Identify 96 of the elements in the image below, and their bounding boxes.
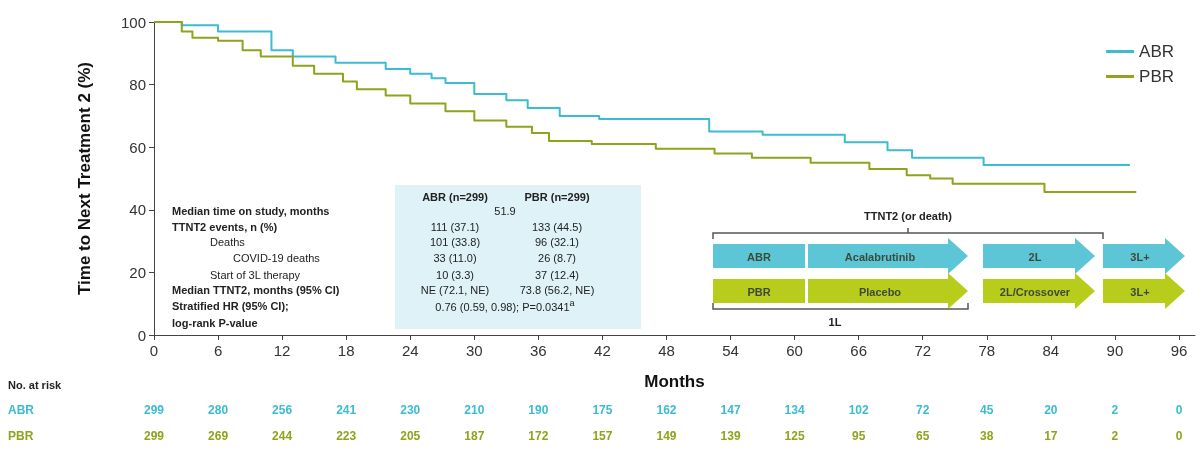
annotation: 96 (32.1) (534, 235, 580, 248)
text: 241 (336, 403, 357, 417)
x-tick-label: 0 (149, 342, 159, 359)
x-tick-label: 90 (1106, 342, 1124, 359)
text: 299 (143, 403, 165, 417)
text: 45 (980, 403, 994, 417)
text: PBR (8, 429, 34, 443)
annotation: 26 (8.7) (538, 251, 576, 264)
annotation: 2L (1028, 250, 1042, 263)
annotation: 33 (11.0) (433, 251, 477, 264)
text: 187 (464, 429, 485, 443)
x-tick-label: 96 (1170, 342, 1188, 359)
text: 0 (1175, 403, 1183, 417)
y-tick-label: 100 (120, 13, 146, 31)
x-tick-label: 48 (658, 342, 675, 359)
y-tick-label: 20 (129, 263, 146, 281)
y-tick-label: 80 (129, 76, 146, 94)
text: 299 (143, 429, 165, 443)
text: 223 (336, 429, 357, 443)
x-tick-label: 60 (786, 342, 803, 359)
x-tick-label: 66 (850, 342, 868, 359)
text: No. at risk (8, 378, 62, 391)
x-tick-label: 12 (273, 342, 291, 359)
annotation: 10 (3.3) (436, 268, 474, 281)
annotation: 133 (44.5) (531, 220, 583, 233)
text: 205 (400, 429, 421, 443)
text: 72 (916, 403, 930, 417)
text: 230 (400, 403, 421, 417)
annotation: 3L+ (1130, 285, 1150, 298)
annotation: 2L/Crossover (999, 285, 1071, 298)
text: 65 (916, 429, 930, 443)
text: 139 (720, 429, 741, 443)
text: 95 (851, 429, 866, 443)
legend-label: PBR (1139, 67, 1175, 86)
x-tick-label: 54 (722, 342, 739, 359)
text: 175 (592, 403, 613, 417)
text: 162 (656, 403, 677, 417)
text: 2 (1111, 403, 1119, 417)
text: 0 (1175, 429, 1183, 443)
text: 157 (592, 429, 613, 443)
x-tick-label: 30 (465, 342, 483, 359)
annotation: 0.76 (0.59, 0.98); P=0.0341$^{a}$ (435, 298, 575, 313)
x-tick-label: 78 (978, 342, 996, 359)
annotation: Placebo (858, 285, 902, 298)
text: 149 (656, 429, 677, 443)
annotation: TTNT2 (or death) (864, 209, 952, 222)
text: 244 (272, 429, 293, 443)
text: ABR (8, 403, 34, 417)
annotation: Start of 3L therapy (210, 268, 301, 281)
x-axis-title: Months (644, 372, 705, 391)
annotation: Stratified HR (95% CI); (172, 299, 289, 312)
annotation: NE (72.1, NE) (420, 283, 490, 296)
text: 190 (528, 403, 549, 417)
text: 147 (720, 403, 741, 417)
y-tick-label: 60 (129, 138, 146, 156)
annotation: COVID-19 deaths (233, 251, 320, 264)
text: 17 (1044, 429, 1058, 443)
x-tick-label: 18 (337, 342, 355, 359)
annotation: 111 (37.1) (430, 220, 480, 233)
annotation: 37 (12.4) (534, 268, 580, 281)
annotation: 101 (33.8) (429, 235, 481, 248)
annotation: TTNT2 events, n (%) (172, 220, 278, 233)
x-tick-label: 36 (530, 342, 547, 359)
annotation: ABR (747, 250, 771, 263)
text: 102 (848, 403, 869, 417)
legend-label: ABR (1139, 42, 1175, 61)
annotation: 73.8 (56.2, NE) (519, 283, 595, 296)
x-tick-label: 84 (1042, 342, 1060, 359)
annotation: PBR (747, 285, 771, 298)
annotation: 51.9 (494, 204, 516, 217)
annotation: log-rank P-value (172, 316, 258, 329)
text: 172 (528, 429, 549, 443)
x-tick-label: 6 (213, 342, 223, 359)
text: 38 (980, 429, 994, 443)
annotation: Deaths (210, 235, 245, 248)
annotation: 1L (828, 315, 842, 328)
annotation: PBR (n=299) (524, 190, 590, 203)
x-tick-label: 24 (401, 342, 419, 359)
text: 256 (272, 403, 293, 417)
y-axis-title: Time to Next Treatment 2 (%) (74, 61, 94, 296)
annotation: Acalabrutinib (844, 250, 916, 263)
text: 210 (464, 403, 485, 417)
text: 269 (208, 429, 229, 443)
text: 134 (784, 403, 805, 417)
y-tick-label: 40 (129, 201, 146, 219)
y-tick-label: 0 (137, 326, 146, 344)
text: 280 (208, 403, 229, 417)
annotation: Median time on study, months (172, 204, 330, 217)
annotation: 3L+ (1130, 250, 1150, 263)
x-tick-label: 72 (914, 342, 932, 359)
annotation: Median TTNT2, months (95% CI) (172, 283, 340, 296)
annotation: ABR (n=299) (422, 190, 488, 203)
text: 20 (1044, 403, 1058, 417)
text: 2 (1111, 429, 1119, 443)
x-tick-label: 42 (594, 342, 611, 359)
text: 125 (784, 429, 805, 443)
